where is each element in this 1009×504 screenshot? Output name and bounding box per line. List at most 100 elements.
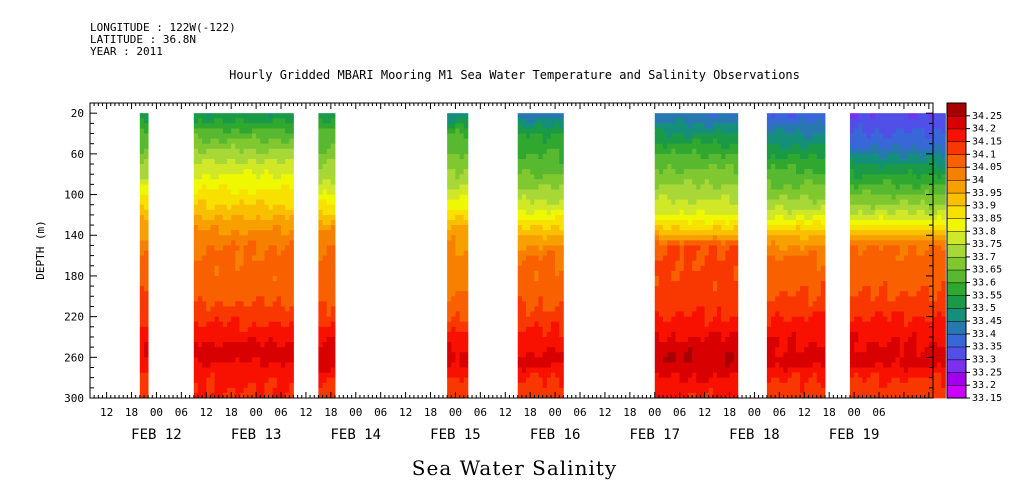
salinity-cell	[663, 158, 668, 165]
salinity-cell	[883, 342, 888, 348]
salinity-cell	[281, 235, 286, 241]
salinity-cell	[775, 377, 780, 384]
salinity-cell	[202, 118, 207, 124]
salinity-cell	[820, 143, 826, 150]
salinity-cell	[733, 184, 739, 190]
salinity-cell	[550, 235, 556, 241]
salinity-cell	[687, 143, 693, 150]
salinity-cell	[243, 240, 249, 246]
salinity-cell	[862, 158, 867, 165]
salinity-cell	[143, 255, 149, 262]
salinity-cell	[281, 275, 286, 282]
salinity-cell	[874, 169, 880, 175]
salinity-cell	[451, 250, 456, 256]
salinity-cell	[667, 164, 672, 170]
salinity-cell	[795, 250, 801, 256]
salinity-cell	[227, 291, 232, 297]
salinity-cell	[247, 194, 253, 201]
salinity-cell	[318, 321, 323, 328]
salinity-cell	[268, 184, 274, 190]
salinity-cell	[791, 260, 797, 267]
salinity-cell	[538, 311, 544, 318]
salinity-cell	[725, 118, 730, 124]
salinity-cell	[550, 118, 556, 124]
salinity-cell	[214, 230, 220, 236]
salinity-cell	[808, 113, 813, 119]
salinity-cell	[854, 296, 859, 302]
salinity-cell	[318, 230, 323, 236]
salinity-cell	[712, 189, 718, 195]
salinity-cell	[858, 387, 863, 394]
salinity-cell	[550, 148, 556, 155]
salinity-cell	[804, 214, 809, 221]
salinity-cell	[779, 153, 784, 160]
salinity-cell	[800, 250, 805, 256]
salinity-cell	[808, 255, 813, 262]
salinity-cell	[193, 265, 199, 272]
salinity-cell	[654, 331, 660, 338]
salinity-cell	[243, 230, 249, 236]
salinity-cell	[883, 199, 888, 206]
salinity-cell	[808, 204, 813, 211]
salinity-cell	[264, 250, 269, 256]
salinity-cell	[854, 291, 859, 297]
salinity-cell	[771, 158, 776, 165]
salinity-cell	[546, 387, 552, 394]
salinity-cell	[538, 392, 544, 399]
salinity-cell	[281, 209, 286, 216]
salinity-cell	[326, 214, 332, 221]
salinity-cell	[725, 174, 730, 180]
salinity-cell	[521, 214, 527, 221]
salinity-cell	[526, 179, 531, 185]
salinity-cell	[451, 214, 456, 221]
salinity-cell	[526, 235, 531, 241]
salinity-cell	[820, 245, 826, 251]
salinity-cell	[231, 235, 236, 241]
salinity-cell	[251, 311, 257, 318]
salinity-cell	[530, 270, 535, 277]
salinity-cell	[775, 392, 780, 399]
salinity-cell	[808, 138, 813, 145]
salinity-cell	[795, 296, 801, 302]
salinity-cell	[717, 260, 722, 267]
salinity-cell	[546, 316, 552, 323]
salinity-cell	[816, 179, 822, 185]
salinity-cell	[812, 133, 818, 140]
salinity-cell	[683, 265, 689, 272]
salinity-cell	[800, 347, 805, 353]
salinity-cell	[214, 133, 220, 140]
salinity-cell	[330, 169, 336, 175]
salinity-cell	[862, 189, 867, 195]
salinity-cell	[463, 184, 469, 190]
salinity-cell	[264, 291, 269, 297]
salinity-cell	[663, 326, 668, 333]
salinity-cell	[318, 199, 323, 206]
salinity-cell	[534, 158, 539, 165]
salinity-cell	[700, 392, 705, 399]
salinity-cell	[193, 281, 199, 287]
salinity-cell	[733, 326, 739, 333]
salinity-cell	[517, 118, 523, 124]
salinity-cell	[663, 194, 668, 201]
salinity-cell	[667, 306, 672, 312]
salinity-cell	[268, 235, 274, 241]
salinity-cell	[700, 367, 705, 373]
salinity-cell	[559, 214, 564, 221]
salinity-cell	[795, 377, 801, 384]
salinity-cell	[193, 347, 199, 353]
salinity-cell	[775, 230, 780, 236]
salinity-cell	[534, 250, 539, 256]
salinity-cell	[667, 204, 672, 211]
salinity-cell	[766, 235, 772, 241]
salinity-cell	[675, 240, 681, 246]
salinity-cell	[692, 306, 697, 312]
salinity-cell	[704, 209, 710, 216]
salinity-cell	[800, 326, 805, 333]
salinity-cell	[326, 133, 332, 140]
salinity-cell	[783, 164, 789, 170]
salinity-cell	[218, 347, 224, 353]
salinity-cell	[791, 138, 797, 145]
salinity-cell	[193, 189, 199, 195]
salinity-cell	[883, 291, 888, 297]
salinity-cell	[231, 260, 236, 267]
